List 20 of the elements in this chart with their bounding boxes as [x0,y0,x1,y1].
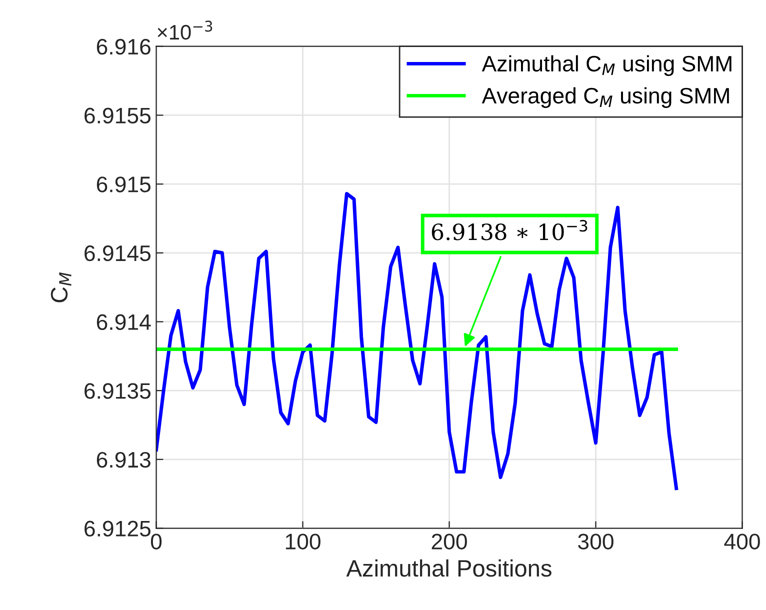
x-tick-label: 0 [150,534,162,550]
x-tick-label: 200 [432,534,467,550]
legend-label: Averaged C$_{M}$ using SMM [482,87,729,108]
x-tick-label: 100 [286,534,320,550]
line-series [156,192,678,490]
y-axis-title: C$_{M}$ [50,272,72,302]
annotation: 6.9138 ∗ 10$^{−3}$ [432,220,588,240]
y-tick-label: 6.913 [96,452,150,468]
legend-label: Azimuthal C$_{M}$ using SMM [482,55,732,76]
y-tick-label: 6.9155 [84,108,150,124]
y-tick-label: 6.916 [96,38,150,55]
text: ×10$^{−3}$ [158,20,212,40]
y-tick-label: 6.9135 [84,383,150,399]
y-tick-label: 6.9125 [84,520,150,537]
x-tick-label: 300 [578,534,614,550]
x-tick-label: 400 [724,534,760,550]
y-tick-label: 6.914 [96,314,151,330]
x-axis-title: Azimuthal Positions [346,559,552,577]
y-tick-label: 6.9145 [84,245,150,262]
y-tick-label: 6.915 [96,176,150,192]
